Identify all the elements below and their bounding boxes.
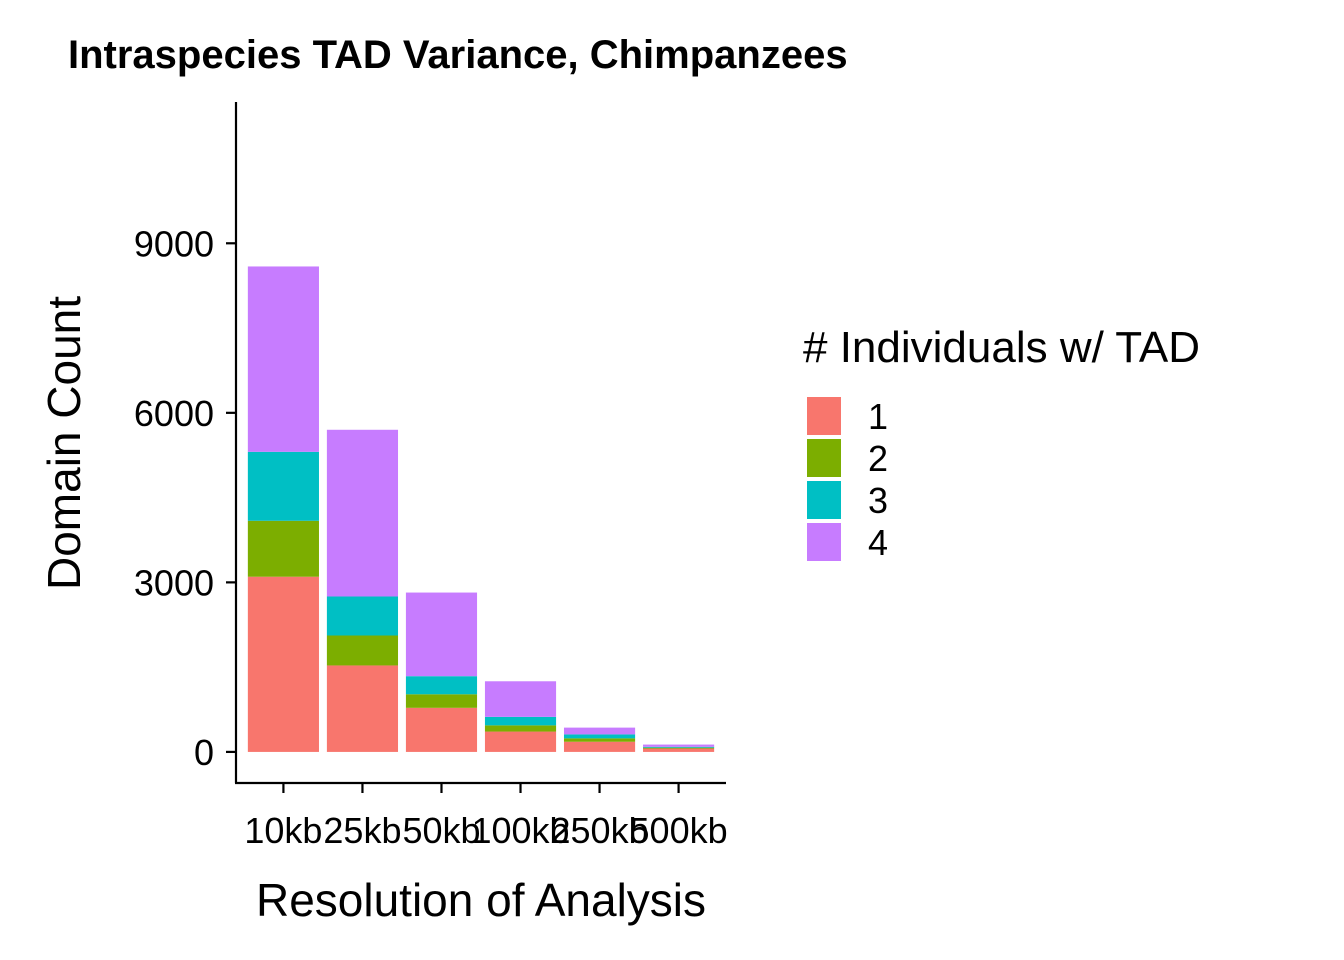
legend-swatch-2 <box>807 439 841 477</box>
bar-10kb-series-2 <box>247 520 319 577</box>
bar-500kb-series-1 <box>643 748 715 752</box>
bars-group <box>247 266 715 752</box>
y-tick-label: 6000 <box>134 393 214 434</box>
bar-500kb-series-4 <box>643 744 715 747</box>
y-axis-title: Domain Count <box>38 296 90 590</box>
legend-swatch-4 <box>807 523 841 561</box>
bar-25kb-series-4 <box>326 429 399 597</box>
bar-100kb-series-1 <box>484 731 557 752</box>
bar-25kb-series-3 <box>326 596 399 636</box>
legend-label: 3 <box>868 480 888 521</box>
bar-50kb-series-1 <box>405 707 478 752</box>
x-tick-label: 10kb <box>244 810 322 851</box>
y-tick-label: 9000 <box>134 223 214 264</box>
x-tick-label: 100kb <box>471 810 569 851</box>
bar-10kb-series-1 <box>247 576 319 752</box>
legend-title: # Individuals w/ TAD <box>803 323 1200 372</box>
bar-100kb-series-4 <box>484 681 557 717</box>
bar-10kb-series-3 <box>247 451 319 521</box>
x-tick-label: 250kb <box>551 810 649 851</box>
bar-250kb-series-3 <box>563 734 636 739</box>
y-tick-label: 0 <box>194 732 214 773</box>
legend-label: 2 <box>868 438 888 479</box>
bar-50kb-series-2 <box>405 694 478 708</box>
legend-label: 4 <box>868 522 888 563</box>
plot-area: 0 3000 6000 9000 10kb 25kb 50kb100kb250kb500k… <box>134 102 728 851</box>
legend-swatch-1 <box>807 397 841 435</box>
bar-100kb-series-3 <box>484 716 557 726</box>
x-tick-label: 25kb <box>323 810 401 851</box>
x-tick-label: 500kb <box>630 810 728 851</box>
bar-25kb-series-2 <box>326 635 399 666</box>
bar-50kb-series-4 <box>405 592 478 677</box>
legend-swatch-3 <box>807 481 841 519</box>
bar-50kb-series-3 <box>405 676 478 695</box>
bar-500kb-series-2 <box>643 747 715 749</box>
bar-25kb-series-1 <box>326 665 399 752</box>
bar-250kb-series-1 <box>563 741 636 752</box>
legend-label: 1 <box>868 396 888 437</box>
bar-250kb-series-2 <box>563 738 636 742</box>
y-ticks: 0 3000 6000 9000 <box>134 223 236 773</box>
bar-10kb-series-4 <box>247 266 319 452</box>
y-tick-label: 3000 <box>134 562 214 603</box>
x-axis-title: Resolution of Analysis <box>256 874 706 926</box>
bar-250kb-series-4 <box>563 727 636 735</box>
x-tick-label: 50kb <box>402 810 480 851</box>
bar-500kb-series-3 <box>643 746 715 748</box>
bar-100kb-series-2 <box>484 725 557 732</box>
chart-title: Intraspecies TAD Variance, Chimpanzees <box>68 33 848 77</box>
